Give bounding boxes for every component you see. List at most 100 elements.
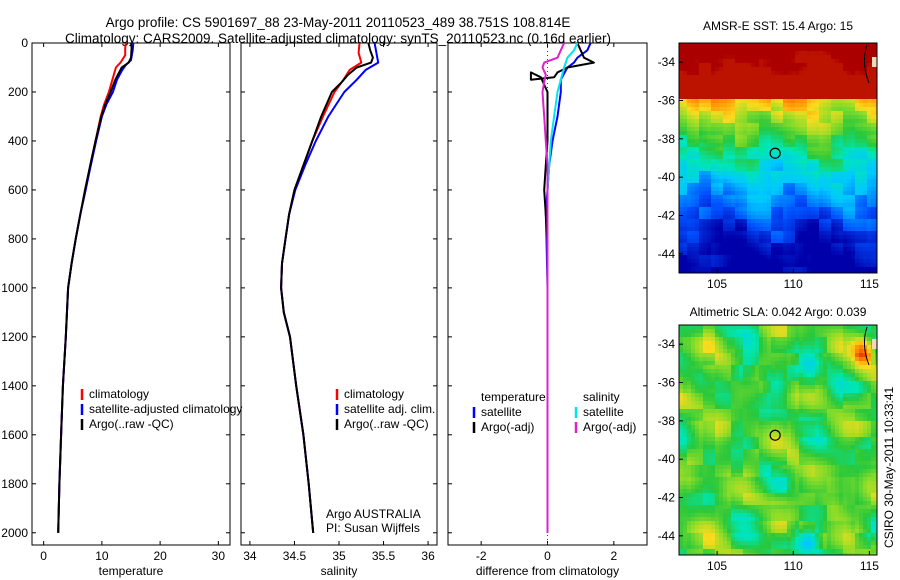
map-cell: [775, 163, 780, 168]
map-cell: [851, 51, 856, 56]
map-cell: [759, 325, 764, 330]
map-cell: [711, 473, 716, 478]
map-cell: [811, 191, 816, 196]
map-cell: [731, 87, 736, 92]
map-cell: [831, 91, 836, 96]
map-cell: [815, 235, 820, 240]
map-cell: [723, 47, 728, 52]
map-cell: [755, 405, 760, 410]
map-cell: [743, 171, 748, 176]
map-cell: [747, 377, 752, 382]
map-cell: [679, 505, 684, 510]
map-cell: [843, 231, 848, 236]
map-cell: [747, 493, 752, 498]
map-cell: [875, 79, 877, 84]
map-cell: [867, 243, 872, 248]
map-cell: [703, 99, 708, 104]
map-cell: [851, 251, 856, 256]
map-cell: [695, 465, 700, 470]
map-cell: [731, 131, 736, 136]
map-cell: [727, 199, 732, 204]
map-cell: [779, 425, 784, 430]
map-cell: [735, 187, 740, 192]
map-cell: [783, 175, 788, 180]
map-cell: [775, 449, 780, 454]
map-cell: [719, 485, 724, 490]
map-cell: [703, 263, 708, 268]
map-cell: [823, 243, 828, 248]
map-cell: [827, 67, 832, 72]
map-cell: [699, 405, 704, 410]
map-cell: [819, 203, 824, 208]
map-cell: [703, 373, 708, 378]
map-cell: [691, 43, 696, 48]
map-cell: [819, 151, 824, 156]
map-cell: [831, 127, 836, 132]
map-cell: [687, 87, 692, 92]
map-cell: [863, 83, 868, 88]
map-cell: [739, 501, 744, 506]
map-cell: [759, 413, 764, 418]
map-cell: [795, 333, 800, 338]
map-y-tick-label: -44: [658, 247, 676, 261]
map-cell: [755, 465, 760, 470]
map-cell: [867, 255, 872, 260]
map-cell: [711, 553, 716, 555]
map-cell: [839, 175, 844, 180]
map-cell: [783, 255, 788, 260]
map-cell: [811, 259, 816, 264]
map-cell: [691, 59, 696, 64]
map-cell: [719, 329, 724, 334]
map-cell: [867, 219, 872, 224]
map-cell: [847, 167, 852, 172]
map-cell: [711, 199, 716, 204]
map-cell: [695, 159, 700, 164]
map-cell: [723, 365, 728, 370]
map-cell: [739, 143, 744, 148]
map-cell: [759, 545, 764, 550]
map-cell: [859, 263, 864, 268]
map-cell: [747, 401, 752, 406]
map-cell: [735, 461, 740, 466]
map-cell: [719, 179, 724, 184]
map-cell: [783, 485, 788, 490]
map-cell: [747, 95, 752, 100]
map-cell: [735, 191, 740, 196]
map-cell: [743, 195, 748, 200]
map-cell: [727, 135, 732, 140]
map-cell: [847, 247, 852, 252]
map-cell: [795, 43, 800, 48]
map-cell: [799, 239, 804, 244]
map-cell: [791, 517, 796, 522]
map-cell: [767, 345, 772, 350]
map-cell: [831, 195, 836, 200]
map-cell: [735, 385, 740, 390]
map-cell: [695, 43, 700, 48]
map-cell: [719, 131, 724, 136]
map-cell: [807, 67, 812, 72]
map-cell: [703, 167, 708, 172]
map-cell: [731, 119, 736, 124]
map-cell: [823, 267, 828, 272]
map-cell: [811, 123, 816, 128]
map-cell: [691, 115, 696, 120]
map-cell: [815, 83, 820, 88]
map-cell: [803, 115, 808, 120]
map-cell: [707, 227, 712, 232]
map-cell: [707, 135, 712, 140]
map-cell: [799, 251, 804, 256]
map-cell: [807, 175, 812, 180]
map-cell: [695, 549, 700, 554]
map-cell: [691, 263, 696, 268]
map-cell: [691, 329, 696, 334]
map-cell: [691, 509, 696, 514]
map-cell: [751, 389, 756, 394]
map-cell: [683, 493, 688, 498]
map-cell: [763, 337, 768, 342]
map-cell: [695, 99, 700, 104]
map-cell: [779, 223, 784, 228]
map-cell: [707, 219, 712, 224]
map-cell: [795, 99, 800, 104]
map-cell: [687, 381, 692, 386]
map-cell: [703, 259, 708, 264]
